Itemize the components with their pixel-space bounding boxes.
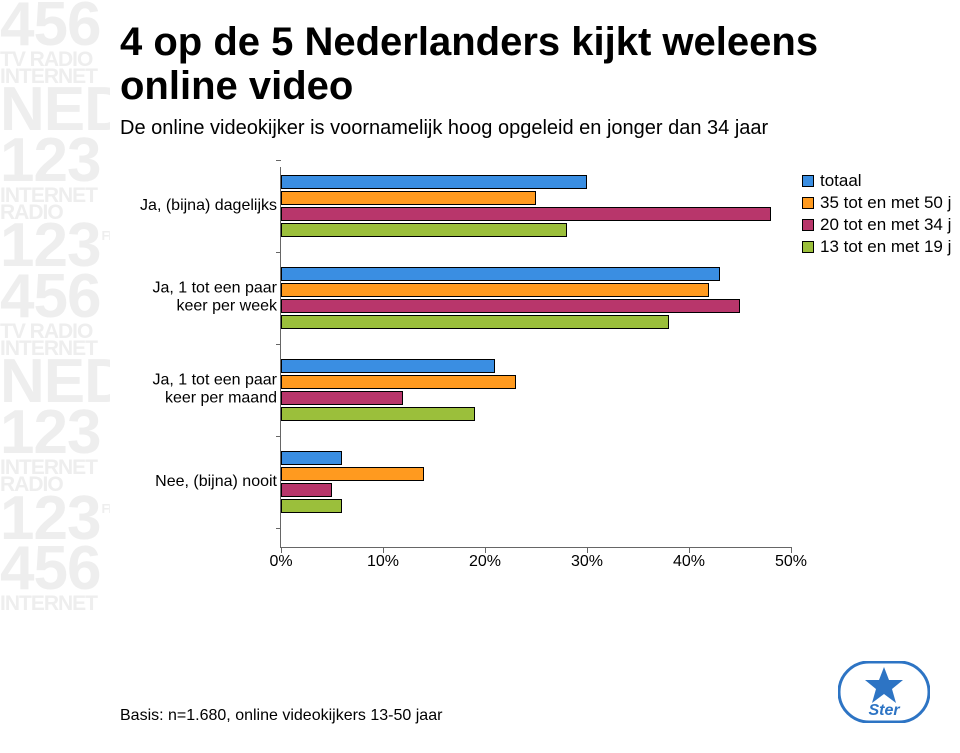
bar [281,499,342,513]
chart-group: Ja, 1 tot een paar keer per maand [281,359,791,421]
watermark-line: INTERNET [0,595,110,612]
watermark-line: NED [0,357,110,408]
bar [281,391,403,405]
x-tick-label: 0% [269,553,292,571]
chart-group: Ja, 1 tot een paar keer per week [281,267,791,329]
legend-label: 20 tot en met 34 j [820,215,951,235]
watermark-line: INTERNET [0,459,110,476]
x-tick-label: 40% [673,553,705,571]
legend-label: 13 tot en met 19 j [820,237,951,257]
watermark-line: 123 [0,136,110,187]
bar [281,223,567,237]
bar [281,175,587,189]
bar [281,299,740,313]
x-tick-label: 10% [367,553,399,571]
watermark-line: 456 [0,544,110,595]
bar [281,283,709,297]
bar-chart: 0%10%20%30%40%50%Ja, (bijna) dagelijksJa… [120,167,900,587]
legend-item: 20 tot en met 34 j [802,215,951,235]
logo-text: Ster [868,702,900,719]
legend-swatch [802,219,814,231]
category-label: Ja, (bijna) dagelijks [121,197,281,215]
x-tick-label: 20% [469,553,501,571]
watermark-line: TV RADIO [0,323,110,340]
legend-label: 35 tot en met 50 j [820,193,951,213]
slide-subtitle: De online videokijker is voornamelijk ho… [120,116,940,141]
watermark-line: RADIO [0,204,110,221]
legend-item: totaal [802,171,951,191]
legend-swatch [802,197,814,209]
ster-logo: Ster [838,661,930,723]
watermark-line: 123FM [0,494,110,545]
watermark-column: 456TV RADIOINTERNETNED123INTERNETRADIO12… [0,0,110,753]
watermark-line: 456 [0,0,110,51]
slide-content: 4 op de 5 Nederlanders kijkt weleens onl… [120,20,940,587]
watermark-line: INTERNET [0,187,110,204]
watermark-line: INTERNET [0,340,110,357]
chart-footnote: Basis: n=1.680, online videokijkers 13-5… [120,707,442,725]
watermark-line: RADIO [0,476,110,493]
bar [281,483,332,497]
x-tick-label: 30% [571,553,603,571]
watermark-line: INTERNET [0,68,110,85]
bar [281,191,536,205]
bar [281,407,475,421]
bar [281,375,516,389]
legend-item: 35 tot en met 50 j [802,193,951,213]
bar [281,207,771,221]
category-label: Nee, (bijna) nooit [121,473,281,491]
bar [281,315,669,329]
slide-title: 4 op de 5 Nederlanders kijkt weleens onl… [120,20,940,108]
watermark-line: TV RADIO [0,51,110,68]
bar [281,359,495,373]
chart-legend: totaal35 tot en met 50 j20 tot en met 34… [802,171,951,259]
watermark-line: 123 [0,408,110,459]
watermark-line: 456 [0,272,110,323]
chart-plot-area: 0%10%20%30%40%50%Ja, (bijna) dagelijksJa… [280,167,791,548]
watermark-line: NED [0,85,110,136]
bar [281,267,720,281]
bar [281,467,424,481]
category-label: Ja, 1 tot een paar keer per week [121,280,281,317]
legend-label: totaal [820,171,862,191]
bar [281,451,342,465]
legend-item: 13 tot en met 19 j [802,237,951,257]
chart-group: Ja, (bijna) dagelijks [281,175,791,237]
category-label: Ja, 1 tot een paar keer per maand [121,372,281,409]
legend-swatch [802,175,814,187]
watermark-line: 123FM [0,221,110,272]
legend-swatch [802,241,814,253]
x-tick-label: 50% [775,553,807,571]
chart-group: Nee, (bijna) nooit [281,451,791,513]
